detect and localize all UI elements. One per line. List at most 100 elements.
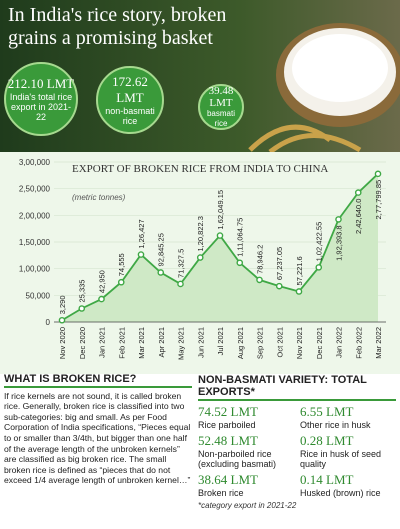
marker: [236, 259, 244, 267]
exports: NON-BASMATI VARIETY: TOTAL EXPORTS* 74.5…: [198, 374, 396, 510]
marker: [354, 189, 362, 196]
export-label: Other rice in husk: [300, 420, 371, 430]
value-label: 1,02,422.55: [315, 222, 324, 262]
export-label: Non-parboiled rice (excluding basmati): [198, 449, 277, 469]
heading: WHAT IS BROKEN RICE?: [4, 374, 192, 388]
stat-label: India's total rice export in 2021-22: [9, 92, 73, 122]
x-tick-label: Nov 2020: [58, 327, 67, 359]
x-tick-label: May 2021: [177, 327, 186, 360]
export-item: 38.64 LMT Broken rice: [198, 472, 294, 498]
marker: [315, 264, 323, 271]
marker: [374, 170, 382, 178]
x-tick-label: Mar 2021: [137, 327, 146, 359]
x-tick-label: Sep 2021: [256, 327, 265, 359]
value-label: 1,62,049.15: [216, 190, 225, 230]
x-tick-label: Dec 2020: [78, 327, 87, 359]
value-label: 71,327.5: [177, 249, 186, 278]
marker: [157, 269, 165, 276]
export-item: 0.28 LMT Rice in husk of seed quality: [300, 433, 396, 469]
export-label: Rice parboiled: [198, 420, 256, 430]
area: [62, 173, 378, 322]
title: In India's rice story, broken grains a p…: [8, 4, 227, 49]
marker: [58, 316, 66, 324]
y-tick-label: 2,50,000: [19, 185, 51, 194]
footnote: *category export in 2021-22: [198, 501, 297, 510]
marker: [117, 278, 125, 286]
export-value: 52.48 LMT: [198, 433, 258, 448]
x-tick-label: Aug 2021: [236, 327, 245, 359]
stat-value: 172.62 LMT: [112, 74, 148, 105]
marker: [98, 295, 105, 303]
export-label: Husked (brown) rice: [300, 488, 381, 498]
header: In India's rice story, broken grains a p…: [0, 0, 400, 152]
stat: 39.48 LMT basmati rice: [198, 84, 244, 130]
x-tick-label: Nov 2021: [295, 327, 304, 359]
y-tick-label: 1,50,000: [19, 238, 51, 247]
value-label: 42,950: [98, 270, 107, 293]
value-label: 2,77,799.85: [374, 180, 383, 220]
value-label: 78,946.2: [256, 245, 265, 274]
x-tick-label: Oct 2021: [275, 327, 284, 357]
marker: [295, 288, 303, 295]
stat-label: basmati rice: [206, 109, 235, 128]
stat-label: non-basmati rice: [105, 106, 155, 126]
x-tick-label: Feb 2021: [117, 327, 126, 359]
export-value: 6.55 LMT: [300, 404, 354, 419]
marker: [335, 216, 342, 223]
x-tick-label: Feb 2022: [354, 327, 363, 359]
export-list: 74.52 LMT Rice parboiled 52.48 LMT Non-parb…: [198, 404, 396, 498]
export-label: Broken rice: [198, 488, 244, 498]
x-tick-label: Apr 2021: [157, 327, 166, 357]
marker: [275, 282, 283, 290]
y-tick-label: 2,00,000: [19, 211, 51, 220]
marker: [78, 305, 86, 312]
y-tick-label: 1,00,000: [19, 265, 51, 274]
export-label: Rice in husk of seed quality: [300, 449, 382, 469]
rice-photo: [248, 23, 400, 152]
marker: [216, 232, 224, 239]
definition: WHAT IS BROKEN RICE? If rice kernels are…: [4, 374, 192, 486]
marker: [196, 254, 204, 261]
chart-title: EXPORT OF BROKEN RICE FROM INDIA TO CHIN…: [72, 163, 328, 175]
marker: [137, 251, 145, 258]
x-tick-label: Jul 2021: [216, 327, 225, 355]
paragraph: If rice kernels are not sound, it is cal…: [4, 390, 191, 486]
value-label: 1,20,822.3: [196, 216, 205, 251]
x-tick-label: Jan 2021: [98, 327, 107, 358]
heading: NON-BASMATI VARIETY: TOTAL EXPORTS*: [198, 374, 396, 401]
value-label: 25,335: [78, 280, 87, 303]
value-label: 74,555: [117, 253, 126, 276]
x-tick-label: Jun 2021: [196, 327, 205, 358]
marker: [177, 280, 184, 288]
y-tick-label: 0: [46, 318, 51, 327]
export-value: 38.64 LMT: [198, 472, 258, 487]
stat: 172.62 LMT non-basmati rice: [96, 66, 164, 134]
marker: [256, 276, 263, 284]
chart: EXPORT OF BROKEN RICE FROM INDIA TO CHIN…: [0, 152, 400, 374]
stat-value: 212.10 LMT: [7, 76, 75, 91]
export-item: 74.52 LMT Rice parboiled: [198, 404, 294, 430]
chart-subtitle: (metric tonnes): [72, 193, 126, 202]
value-label: 2,42,640.0: [354, 199, 363, 234]
export-value: 74.52 LMT: [198, 404, 258, 419]
stat-value: 39.48 LMT: [208, 85, 234, 109]
value-label: 3,290: [58, 295, 67, 314]
info: WHAT IS BROKEN RICE? If rice kernels are…: [0, 374, 400, 529]
stat: 212.10 LMT India's total rice export in 2…: [4, 62, 78, 136]
value-label: 1,92,393.8: [335, 225, 344, 260]
export-value: 0.14 LMT: [300, 472, 354, 487]
export-item: 0.14 LMT Husked (brown) rice: [300, 472, 396, 498]
value-label: 1,11,064.75: [236, 218, 245, 257]
value-label: 1,26,427: [137, 219, 146, 248]
value-label: 92,845.25: [157, 233, 166, 266]
export-value: 0.28 LMT: [300, 433, 354, 448]
export-item: 52.48 LMT Non-parboiled rice (excluding b…: [198, 433, 294, 469]
y-tick-label: 50,000: [26, 291, 51, 300]
export-item: 6.55 LMT Other rice in husk: [300, 404, 396, 430]
value-label: 57,221.6: [295, 256, 304, 285]
x-tick-label: Mar 2022: [374, 327, 383, 359]
x-tick-label: Jan 2022: [335, 327, 344, 358]
x-tick-label: Dec 2021: [315, 327, 324, 359]
y-tick-label: 3,00,000: [19, 158, 51, 167]
